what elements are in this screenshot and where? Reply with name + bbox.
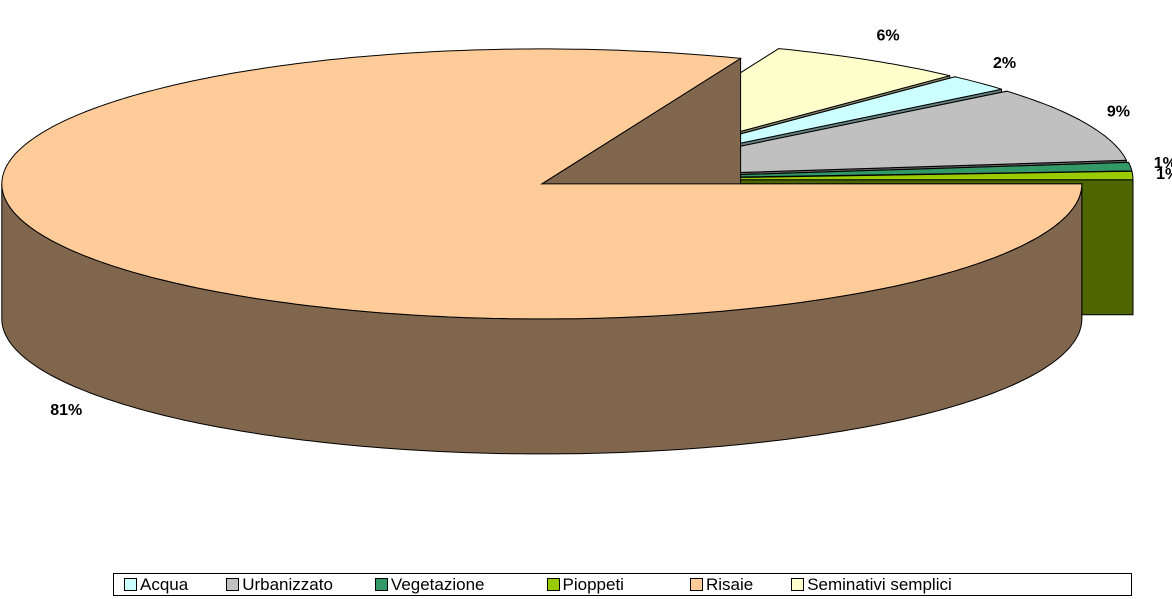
legend-swatch (374, 578, 388, 591)
legend-label: Vegetazione (390, 574, 485, 594)
legend-swatch (124, 578, 137, 591)
legend-label: Acqua (140, 574, 189, 594)
legend-item: Vegetazione (374, 574, 485, 595)
legend-swatch (689, 578, 703, 591)
data-label: 2% (993, 55, 1016, 72)
legend-item: Seminativi semplici (791, 575, 952, 595)
data-label: 9% (1107, 104, 1130, 121)
legend-label: Seminativi semplici (807, 574, 952, 594)
legend-label: Risaie (705, 574, 754, 594)
legend-swatch (791, 578, 805, 591)
legend-label: Urbanizzato (242, 574, 333, 594)
legend-swatch (546, 578, 560, 591)
legend-item: Pioppeti (546, 574, 624, 595)
legend-item: Urbanizzato (226, 575, 333, 595)
legend-item: Risaie (689, 574, 754, 595)
pie (1, 47, 1134, 455)
legend-item: Acqua (124, 575, 188, 595)
slice (1, 48, 1083, 320)
legend: Acqua Urbanizzato Vegetazione Pioppeti Risai… (113, 573, 1132, 596)
data-label: 1% (1154, 155, 1172, 172)
chart: 2% 9% 1%1% 81% 6% (1, 28, 1172, 455)
legend-swatch (226, 578, 240, 591)
data-label: 81% (50, 402, 82, 419)
data-label: 1% (1156, 166, 1172, 183)
legend-label: Pioppeti (562, 574, 624, 594)
data-label: 6% (877, 28, 900, 45)
